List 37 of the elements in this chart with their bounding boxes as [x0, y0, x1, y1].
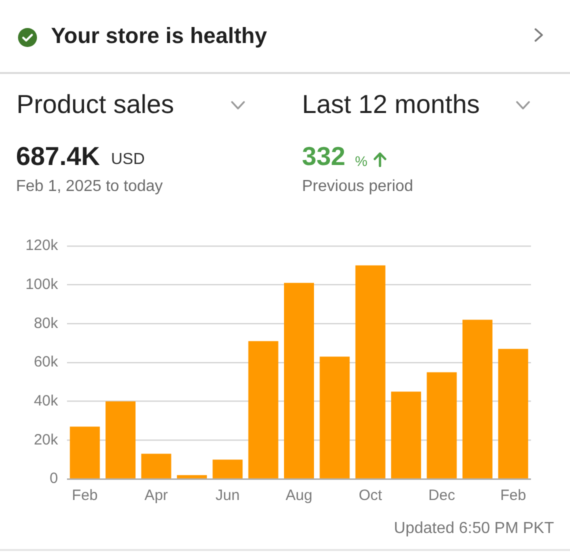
x-tick-label: Feb [72, 487, 98, 504]
bar [106, 401, 136, 478]
y-tick-label: 60k [34, 354, 58, 371]
bar [355, 265, 386, 478]
bar [212, 460, 243, 478]
y-tick-label: 80k [34, 314, 58, 332]
y-tick-label: 0 [50, 470, 58, 488]
y-tick-label: 20k [34, 431, 58, 448]
x-tick-label: Dec [428, 487, 456, 504]
y-tick-label: 40k [34, 392, 58, 410]
bar [498, 348, 528, 478]
bar [141, 454, 172, 478]
bar [320, 356, 350, 478]
x-tick-label: Aug [286, 487, 312, 504]
x-tick-label: Feb [500, 487, 526, 504]
chart-subtitle: Last 12 months [302, 88, 480, 120]
bar [176, 475, 207, 478]
text: USD [111, 151, 145, 170]
bar [248, 341, 278, 478]
bar [462, 320, 492, 478]
text: Updated 6:50 PM PKT [394, 520, 554, 539]
x-tick-label: Oct [358, 487, 383, 504]
bar [284, 282, 314, 478]
y-tick-label: 100k [25, 276, 58, 293]
x-tick-label: Jun [216, 487, 240, 504]
text: 332 [302, 141, 346, 172]
y-tick-label: 120k [25, 237, 58, 254]
bar [426, 372, 457, 478]
chart-title: Product sales [16, 88, 174, 120]
text: 687.4K [16, 141, 100, 172]
bar [391, 392, 422, 478]
text: Feb 1, 2025 to today [16, 178, 163, 197]
text: Your store is healthy [51, 22, 267, 48]
text: % [355, 152, 368, 169]
x-tick-label: Apr [144, 487, 168, 504]
bar [70, 426, 100, 478]
text: Previous period [302, 178, 414, 197]
